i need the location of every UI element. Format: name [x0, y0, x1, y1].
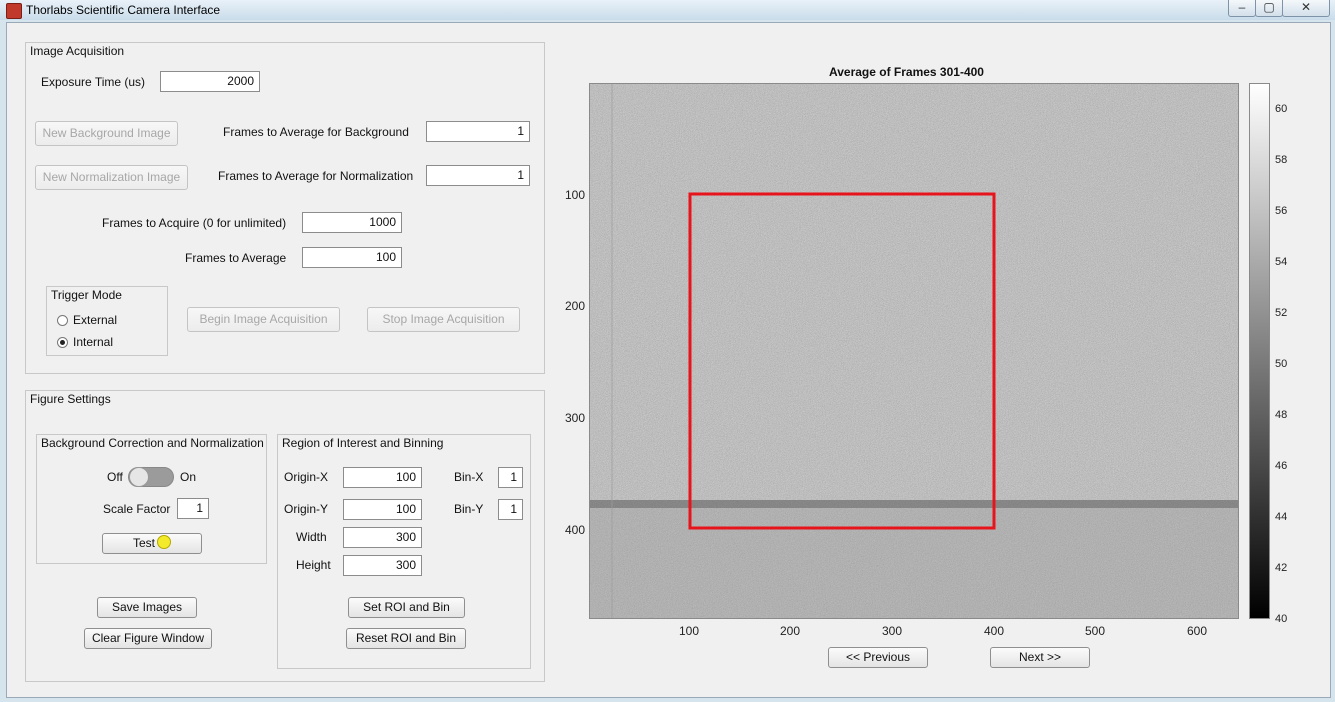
- width-label: Width: [296, 530, 327, 544]
- toggle-on-label: On: [180, 470, 197, 484]
- camera-image: [590, 84, 1238, 618]
- minimize-button[interactable]: –: [1228, 0, 1256, 17]
- radio-external-label: External: [73, 313, 118, 327]
- x-tick-label: 600: [1187, 624, 1208, 638]
- colorbar-tick-label: 54: [1275, 256, 1288, 268]
- plot-title: Average of Frames 301-400: [829, 65, 984, 79]
- radio-internal-label: Internal: [73, 335, 114, 349]
- begin-acquisition-button[interactable]: Begin Image Acquisition: [187, 307, 340, 332]
- figure-client-area: Image Acquisition Exposure Time (us) 200…: [6, 22, 1331, 698]
- bin-y-field[interactable]: 1: [498, 499, 523, 520]
- radio-external[interactable]: [57, 315, 68, 326]
- colorbar-tick-label: 60: [1275, 103, 1288, 115]
- y-tick-label: 200: [565, 299, 586, 313]
- trigger-mode-group: Trigger Mode External Internal: [46, 286, 168, 356]
- bin-x-label: Bin-X: [454, 470, 484, 484]
- width-field[interactable]: 300: [343, 527, 422, 548]
- frames-norm-field[interactable]: 1: [426, 165, 530, 186]
- lower-band: [590, 508, 1238, 618]
- new-normalization-button[interactable]: New Normalization Image: [35, 165, 188, 190]
- save-images-button[interactable]: Save Images: [97, 597, 197, 618]
- frames-average-label: Frames to Average: [185, 251, 287, 265]
- maximize-button[interactable]: ▢: [1255, 0, 1283, 17]
- image-acquisition-title: Image Acquisition: [29, 44, 126, 58]
- frames-average-field[interactable]: 100: [302, 247, 402, 268]
- bin-x-field[interactable]: 1: [498, 467, 523, 488]
- roi-group: Region of Interest and Binning Origin-X …: [277, 434, 531, 669]
- x-tick-label: 200: [780, 624, 801, 638]
- y-tick-label: 400: [565, 523, 586, 537]
- height-label: Height: [296, 558, 331, 572]
- colorbar-tick-label: 58: [1275, 154, 1288, 166]
- colorbar-tick-label: 50: [1275, 358, 1288, 370]
- image-acquisition-panel: Image Acquisition Exposure Time (us) 200…: [25, 42, 545, 374]
- origin-y-label: Origin-Y: [284, 502, 329, 516]
- height-field[interactable]: 300: [343, 555, 422, 576]
- y-tick-label: 100: [565, 188, 586, 202]
- roi-title: Region of Interest and Binning: [281, 436, 445, 450]
- figure-settings-title: Figure Settings: [29, 392, 112, 406]
- x-tick-label: 500: [1085, 624, 1106, 638]
- colorbar-tick-label: 56: [1275, 205, 1288, 217]
- colorbar-tick-label: 40: [1275, 613, 1288, 625]
- colorbar-tick-label: 48: [1275, 409, 1288, 421]
- title-bar: Thorlabs Scientific Camera Interface – ▢…: [0, 0, 1335, 20]
- image-axes[interactable]: [589, 83, 1239, 619]
- test-button-label: Test: [132, 536, 155, 550]
- scale-factor-label: Scale Factor: [103, 502, 171, 516]
- colorbar-tick-label: 42: [1275, 562, 1288, 574]
- bin-y-label: Bin-Y: [454, 502, 484, 516]
- frames-acquire-label: Frames to Acquire (0 for unlimited): [102, 216, 287, 230]
- x-tick-label: 100: [679, 624, 700, 638]
- exposure-label: Exposure Time (us): [41, 75, 146, 89]
- exposure-field[interactable]: 2000: [160, 71, 260, 92]
- colorbar-tick-label: 46: [1275, 460, 1288, 472]
- bgcorr-group: Background Correction and Normalization …: [36, 434, 267, 564]
- origin-x-label: Origin-X: [284, 470, 329, 484]
- toggle-off-label: Off: [107, 470, 123, 484]
- colorbar-tick-label: 44: [1275, 511, 1288, 523]
- colorbar-tick-label: 52: [1275, 307, 1288, 319]
- status-lamp-icon: [157, 535, 171, 549]
- window-title: Thorlabs Scientific Camera Interface: [26, 3, 221, 17]
- bgcorr-toggle-switch[interactable]: [128, 467, 174, 487]
- frames-bg-field[interactable]: 1: [426, 121, 530, 142]
- trigger-mode-title: Trigger Mode: [50, 288, 123, 302]
- scale-factor-field[interactable]: 1: [177, 498, 209, 519]
- frames-norm-label: Frames to Average for Normalization: [218, 169, 414, 183]
- x-tick-label: 300: [882, 624, 903, 638]
- frames-acquire-field[interactable]: 1000: [302, 212, 402, 233]
- colorbar: [1249, 83, 1270, 619]
- radio-internal[interactable]: [57, 337, 68, 348]
- bgcorr-title: Background Correction and Normalization: [40, 436, 265, 450]
- previous-button[interactable]: << Previous: [828, 647, 928, 668]
- origin-x-field[interactable]: 100: [343, 467, 422, 488]
- toggle-knob: [129, 467, 149, 487]
- figure-settings-panel: Figure Settings Background Correction an…: [25, 390, 545, 682]
- x-tick-label: 400: [984, 624, 1005, 638]
- reset-roi-button[interactable]: Reset ROI and Bin: [346, 628, 466, 649]
- new-background-button[interactable]: New Background Image: [35, 121, 178, 146]
- frames-bg-label: Frames to Average for Background: [223, 125, 409, 139]
- roi-rectangle[interactable]: [688, 192, 996, 530]
- sensor-row-artifact: [590, 500, 1238, 508]
- stop-acquisition-button[interactable]: Stop Image Acquisition: [367, 307, 520, 332]
- radio-selected-dot: [60, 340, 65, 345]
- matlab-app-icon: [6, 3, 22, 19]
- set-roi-button[interactable]: Set ROI and Bin: [348, 597, 465, 618]
- clear-figure-button[interactable]: Clear Figure Window: [84, 628, 212, 649]
- origin-y-field[interactable]: 100: [343, 499, 422, 520]
- test-button[interactable]: Test: [102, 533, 202, 554]
- close-button[interactable]: ✕: [1282, 0, 1330, 17]
- next-button[interactable]: Next >>: [990, 647, 1090, 668]
- y-tick-label: 300: [565, 411, 586, 425]
